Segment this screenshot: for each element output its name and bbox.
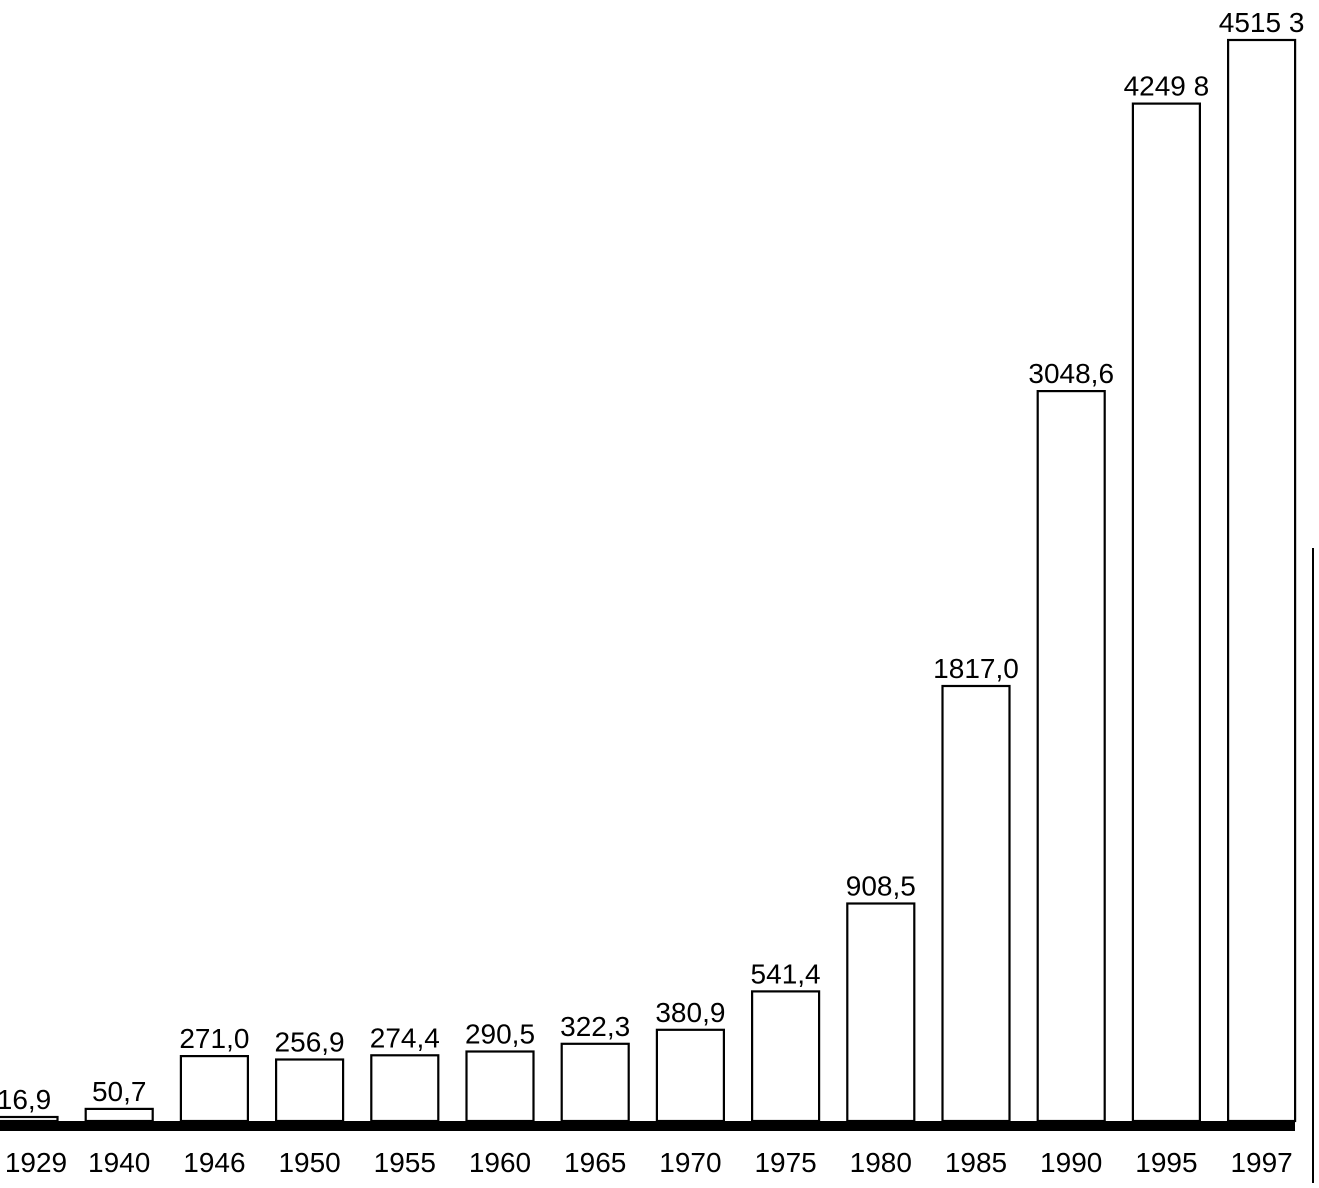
category-label-1940: 1940 [88,1147,150,1178]
category-label-1955: 1955 [374,1147,436,1178]
value-label-1965: 322,3 [560,1011,630,1042]
category-label-1997: 1997 [1230,1147,1292,1178]
value-label-1985: 1817,0 [933,653,1019,684]
bar-1975 [750,990,821,1123]
value-label-1997: 4515 3 [1219,7,1305,38]
value-label-1990: 3048,6 [1028,358,1114,389]
value-label-1975: 541,4 [751,958,821,989]
category-labels-group: 1929 1940 1946 1950 1955 1960 1965 1970 1975 1980… [5,1147,1293,1178]
value-label-1950: 256,9 [275,1027,345,1058]
category-label-1980: 1980 [850,1147,912,1178]
value-label-1960: 290,5 [465,1019,535,1050]
bar-1950 [275,1058,345,1123]
category-label-1975: 1975 [754,1147,816,1178]
category-label-1965: 1965 [564,1147,626,1178]
bar-1955 [370,1054,440,1123]
bars-group [0,38,1297,1123]
bar-1946 [179,1054,249,1123]
bar-1965 [560,1042,630,1123]
value-label-1955: 274,4 [370,1022,440,1053]
value-label-1940: 50,7 [92,1076,147,1107]
category-label-1960: 1960 [469,1147,531,1178]
category-label-1990: 1990 [1040,1147,1102,1178]
category-label-1985: 1985 [945,1147,1007,1178]
category-label-1995: 1995 [1135,1147,1197,1178]
bar-1997 [1226,38,1297,1123]
x-axis-baseline [0,1121,1295,1131]
value-label-1946: 271,0 [179,1023,249,1054]
category-label-1950: 1950 [278,1147,340,1178]
value-label-1929: 16,9 [0,1084,51,1115]
category-label-1946: 1946 [183,1147,245,1178]
bar-1929 [0,1115,59,1123]
value-label-1980: 908,5 [846,871,916,902]
value-label-1995: 4249 8 [1124,71,1210,102]
value-labels-group: 16,9 50,7 271,0 256,9 274,4 290,5 322,3 380,9 54… [0,7,1304,1115]
bar-1990 [1036,390,1106,1123]
bar-1940 [84,1107,154,1123]
bar-1985 [941,684,1011,1123]
bar-1970 [655,1028,726,1123]
bar-1995 [1131,102,1202,1123]
value-label-1970: 380,9 [655,997,725,1028]
bar-1960 [465,1050,535,1123]
category-label-1970: 1970 [659,1147,721,1178]
bar-1980 [846,902,916,1123]
category-label-1929: 1929 [5,1147,67,1178]
